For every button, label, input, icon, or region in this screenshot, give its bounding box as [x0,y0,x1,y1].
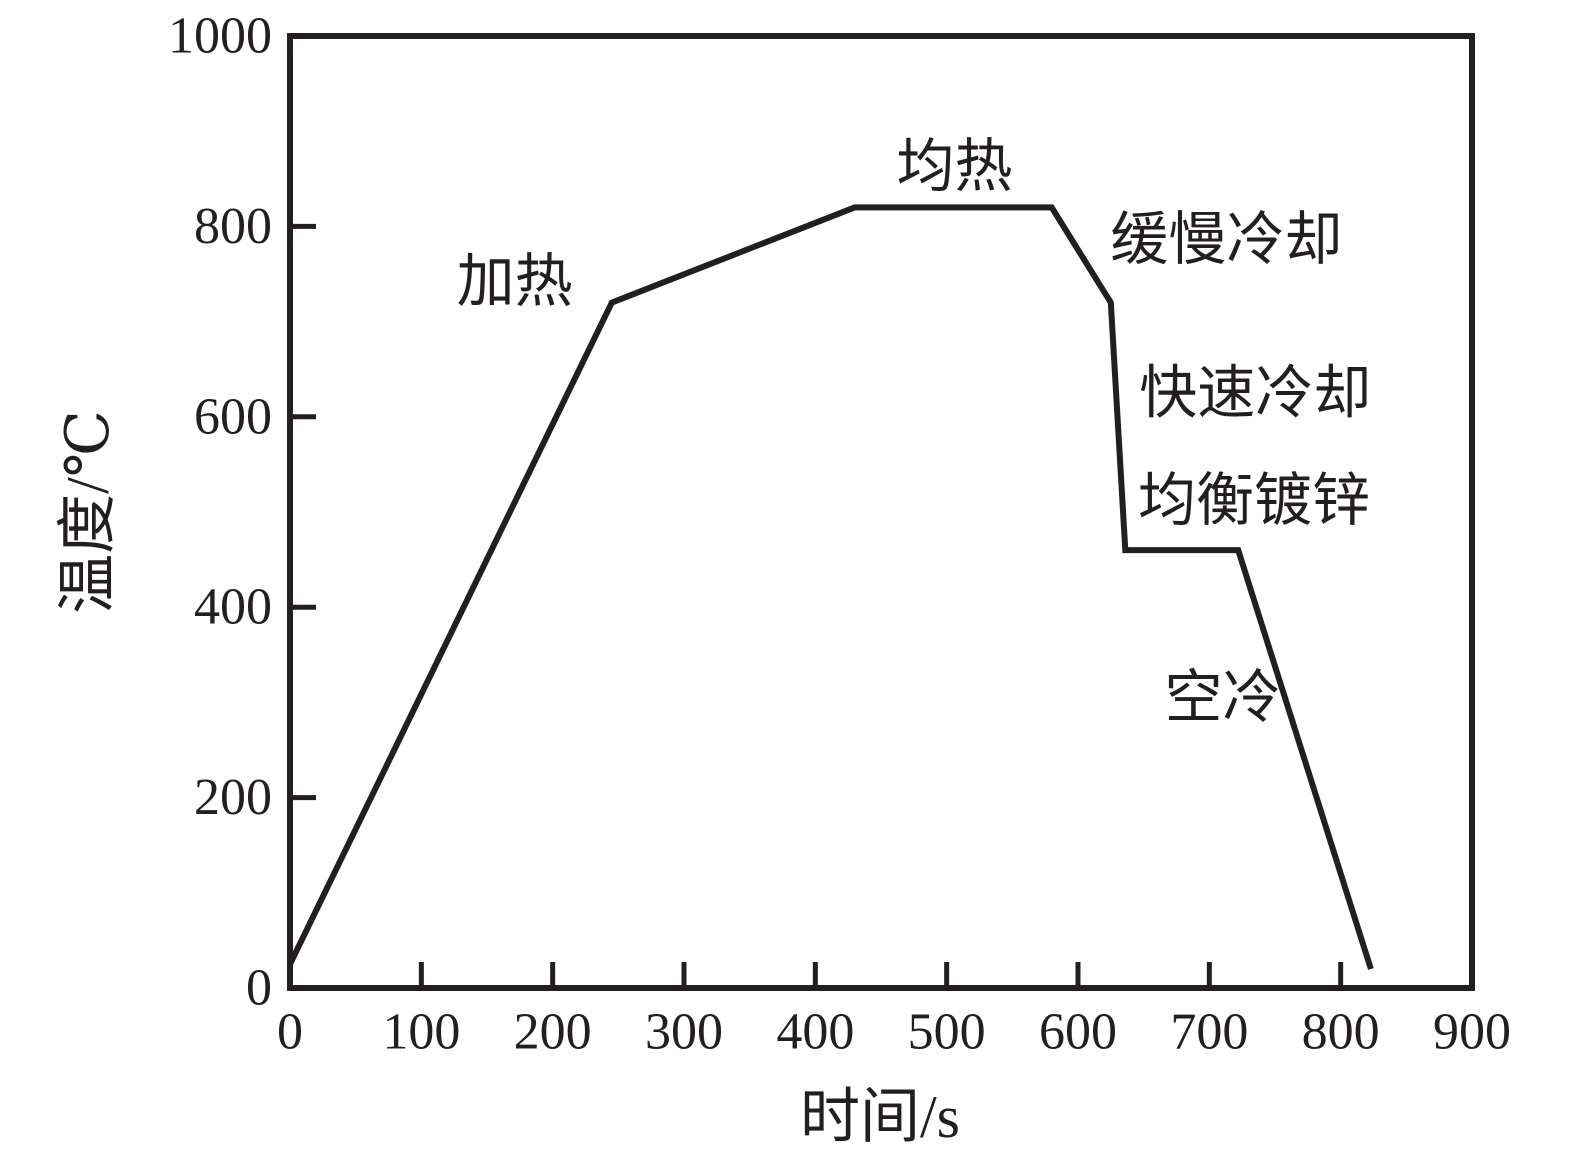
plot-frame [287,33,1475,991]
y-tick-label-200: 200 [194,769,272,826]
x-tick-label-300: 300 [645,1004,723,1061]
x-axis-tick-labels: 0 100 200 300 400 500 600 700 800 900 [277,1004,1511,1061]
y-axis-ticks [290,33,316,991]
x-tick-label-800: 800 [1302,1004,1380,1061]
x-tick-label-0: 0 [277,1004,303,1061]
y-tick-label-0: 0 [246,960,272,1017]
x-tick-label-500: 500 [908,1004,986,1061]
stage-label-slow-cooling: 缓慢冷却 [1110,207,1342,272]
stage-label-soaking: 均热 [897,134,1013,199]
y-axis-tick-labels: 0 200 400 600 800 1000 [168,8,272,1017]
stage-label-galvanizing: 均衡镀锌 [1138,468,1370,533]
y-axis-title: 温度/℃ [55,410,121,614]
x-tick-label-400: 400 [776,1004,854,1061]
x-tick-label-700: 700 [1170,1004,1248,1061]
y-tick-label-1000: 1000 [168,8,272,65]
y-tick-label-800: 800 [194,198,272,255]
stage-label-air-cooling: 空冷 [1164,665,1280,730]
stage-label-heating: 加热 [457,249,573,314]
x-tick-label-100: 100 [382,1004,460,1061]
x-axis-title: 时间/s [800,1084,960,1150]
process-curve [287,204,1374,970]
y-tick-label-400: 400 [194,579,272,636]
x-tick-label-900: 900 [1433,1004,1511,1061]
stage-label-rapid-cooling: 快速冷却 [1139,361,1371,426]
x-axis-ticks [287,962,1475,988]
x-tick-label-600: 600 [1039,1004,1117,1061]
x-tick-label-200: 200 [514,1004,592,1061]
y-tick-label-600: 600 [194,388,272,445]
